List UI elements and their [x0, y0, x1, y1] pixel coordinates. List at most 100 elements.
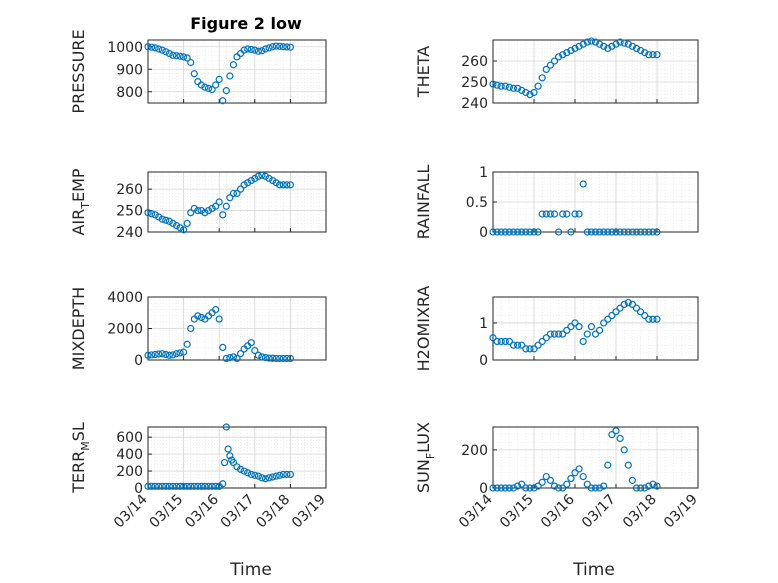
panel-h2omixra: 0 1 H2OMIXRA [414, 286, 699, 371]
data-point [165, 351, 173, 359]
data-point [269, 43, 277, 51]
data-point [587, 37, 596, 45]
data-point [187, 58, 195, 67]
data-point [534, 82, 542, 90]
y-tick-label: 260 [116, 182, 143, 198]
data-point [147, 43, 156, 51]
data-point [251, 174, 259, 183]
data-point [559, 210, 567, 218]
data-point [530, 228, 538, 236]
data-point [600, 482, 608, 490]
data-point [224, 445, 232, 453]
data-point [276, 42, 284, 50]
data-point [162, 216, 170, 224]
data-point [236, 350, 245, 358]
data-point [554, 228, 563, 236]
data-point [575, 323, 583, 331]
axes-box [492, 296, 699, 361]
data-point [222, 87, 230, 95]
data-point [240, 46, 248, 54]
data-point [254, 351, 262, 359]
data-point [518, 86, 526, 95]
y-axis-label: MIXDEPTH [69, 287, 88, 370]
data-point [155, 213, 163, 221]
data-point [632, 228, 641, 236]
data-point [497, 82, 505, 90]
data-point [158, 482, 166, 490]
data-point [272, 42, 280, 50]
panel-theta: 240 250 260 THETA [414, 37, 699, 112]
data-point [501, 82, 509, 90]
y-tick-label: 0 [134, 481, 143, 497]
y-tick-label: 2000 [107, 322, 143, 338]
data-point [279, 181, 287, 189]
data-point [522, 88, 530, 97]
data-point [571, 44, 579, 53]
data-point [222, 202, 230, 210]
data-point [538, 478, 546, 486]
y-axis-label-main: AIR [69, 209, 88, 236]
y-tick-label: 250 [116, 204, 143, 220]
data-point [222, 423, 230, 431]
data-point [546, 61, 555, 69]
data-point [194, 206, 202, 215]
data-point [591, 38, 600, 46]
x-axis-label-right: Time [572, 560, 615, 580]
y-axis-label: RAINFALL [414, 165, 433, 240]
data-point [616, 434, 624, 443]
data-point [222, 354, 230, 363]
data-point [497, 228, 505, 236]
y-axis-label: SUNFLUX [414, 422, 437, 493]
data-point [550, 482, 559, 490]
data-point [180, 53, 188, 61]
data-point [172, 350, 181, 358]
data-point [247, 176, 255, 185]
data-point [183, 54, 191, 62]
data-point [197, 206, 205, 215]
data-point [212, 306, 220, 314]
data-point [583, 480, 591, 488]
x-axis-label-left: Time [229, 560, 272, 580]
data-point [165, 49, 173, 58]
data-point [204, 84, 213, 92]
data-point [624, 40, 632, 48]
data-point [172, 52, 181, 60]
data-point [612, 40, 620, 48]
data-point [649, 315, 657, 323]
data-point [505, 337, 513, 346]
data-point [518, 341, 526, 349]
data-point [158, 215, 166, 223]
data-point [645, 315, 653, 323]
data-point [201, 482, 209, 490]
data-point [571, 469, 579, 477]
y-tick-label: 240 [116, 225, 143, 241]
data-point [162, 482, 170, 490]
data-point [244, 179, 252, 187]
data-point [169, 51, 177, 59]
data-point [229, 458, 238, 467]
data-point [229, 189, 238, 198]
data-point [236, 465, 245, 473]
data-point [530, 345, 538, 353]
data-point [169, 482, 177, 490]
y-axis-label-subscript: F [424, 453, 437, 459]
data-point [534, 341, 542, 349]
data-point [151, 211, 159, 219]
data-point [269, 473, 277, 481]
data-point [641, 484, 649, 492]
data-point [489, 484, 497, 492]
data-point [215, 198, 223, 206]
y-tick-label: 800 [116, 85, 143, 101]
data-point [286, 181, 294, 189]
data-point [595, 40, 604, 48]
y-axis-label-tail: SL [69, 422, 88, 441]
data-point [251, 346, 259, 355]
data-point [559, 484, 567, 492]
data-point [620, 300, 628, 309]
data-point [226, 452, 234, 460]
data-point [513, 84, 522, 92]
data-point [587, 228, 596, 236]
data-point [612, 427, 620, 435]
data-point [538, 74, 546, 82]
